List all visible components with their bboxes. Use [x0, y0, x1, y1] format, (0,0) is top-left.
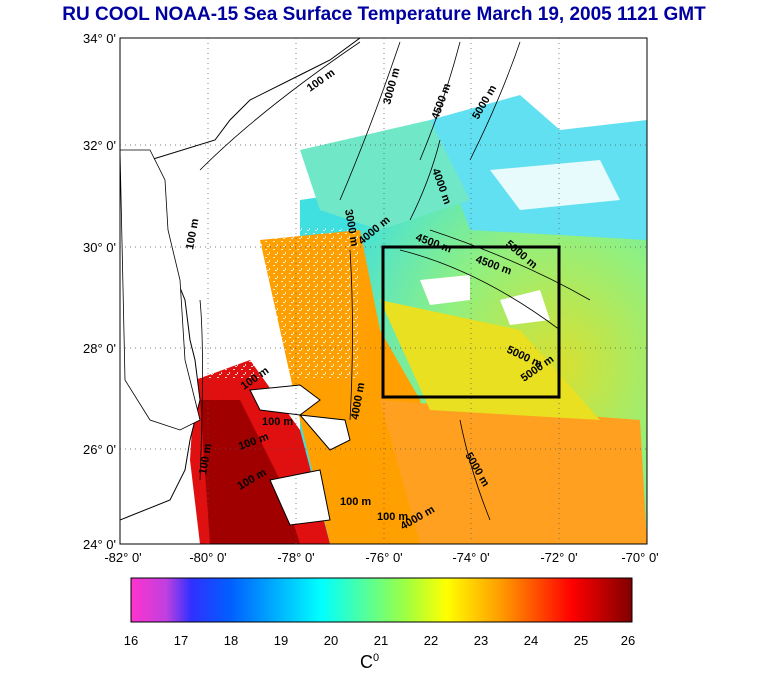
- lon-label-72: -72° 0': [540, 550, 577, 565]
- land-bahamas-1: [249, 384, 321, 416]
- contour-4500m-north: [419, 41, 461, 161]
- lat-label-26: 26° 0': [83, 442, 116, 457]
- contour-label-17: 100 m: [197, 443, 214, 476]
- unit-sup: 0: [373, 652, 380, 664]
- bathymetry-contours: [199, 41, 591, 521]
- land-bahamas-2: [298, 414, 351, 451]
- contour-label-7: 100 m: [184, 218, 201, 251]
- contour-5000m-north: [469, 41, 521, 161]
- contour-5000m-south: [459, 419, 491, 521]
- colorbar-tick-20: 20: [324, 633, 338, 648]
- contour-4000m-east: [399, 249, 561, 331]
- contour-4000m: [409, 139, 441, 221]
- lon-label-74: -74° 0': [452, 550, 489, 565]
- study-area-box: [381, 245, 561, 399]
- land-bahamas-3: [269, 469, 331, 526]
- lon-label-82: -82° 0': [104, 550, 141, 565]
- colorbar: 16 17 18 19 20 21 22 23 24 25 26: [124, 577, 635, 648]
- sst-orange-south: [380, 400, 647, 544]
- contour-4500m-east: [429, 229, 591, 301]
- longitude-labels: -82° 0' -80° 0' -78° 0' -76° 0' -74° 0' …: [104, 550, 658, 565]
- contour-3000m: [339, 41, 401, 201]
- colorbar-tick-26: 26: [621, 633, 635, 648]
- map-border: [119, 37, 648, 545]
- lat-label-32: 32° 0': [83, 138, 116, 153]
- sst-speckle-zone: [200, 220, 360, 380]
- colorbar-tick-22: 22: [424, 633, 438, 648]
- contour-100m-shelf: [199, 299, 203, 481]
- sst-north-cyan-band: [300, 120, 470, 230]
- colorbar-tick-17: 17: [174, 633, 188, 648]
- colorbar-tick-16: 16: [124, 633, 138, 648]
- lat-label-24: 24° 0': [83, 537, 116, 552]
- lat-label-28: 28° 0': [83, 341, 116, 356]
- sst-dark-red-core: [200, 400, 300, 544]
- contour-shelf: [349, 249, 353, 421]
- sst-cloud-patch-2: [490, 160, 620, 210]
- lon-label-78: -78° 0': [277, 550, 314, 565]
- colorbar-tick-21: 21: [374, 633, 388, 648]
- sst-cloud-patch-4: [500, 290, 550, 325]
- contour-label-21: 100 m: [340, 496, 371, 508]
- sst-cloud-patch-3: [420, 275, 470, 305]
- lon-label-70: -70° 0': [621, 550, 658, 565]
- lon-label-80: -80° 0': [189, 550, 226, 565]
- colorbar-ramp: [130, 577, 633, 623]
- colorbar-tick-labels: 16 17 18 19 20 21 22 23 24 25 26: [124, 633, 635, 648]
- unit-base: C: [360, 652, 373, 672]
- contour-100m-north: [199, 41, 361, 171]
- colorbar-tick-25: 25: [574, 633, 588, 648]
- sst-cloud-patch-1: [480, 40, 647, 130]
- lon-label-76: -76° 0': [365, 550, 402, 565]
- contour-label-15: 100 m: [262, 416, 293, 428]
- lat-label-34: 34° 0': [83, 31, 116, 46]
- colorbar-unit: C0: [360, 652, 379, 673]
- colorbar-tick-23: 23: [474, 633, 488, 648]
- lat-label-30: 30° 0': [83, 240, 116, 255]
- colorbar-tick-19: 19: [274, 633, 288, 648]
- land-florida-gulf: [120, 149, 201, 431]
- colorbar-tick-24: 24: [524, 633, 538, 648]
- contour-label-22: 100 m: [377, 511, 408, 523]
- map-title: RU COOL NOAA-15 Sea Surface Temperature …: [62, 4, 706, 25]
- latitude-labels: 34° 0' 32° 0' 30° 0' 28° 0' 26° 0' 24° 0…: [83, 31, 116, 552]
- colorbar-tick-18: 18: [224, 633, 238, 648]
- sst-yellow-mid: [380, 300, 600, 420]
